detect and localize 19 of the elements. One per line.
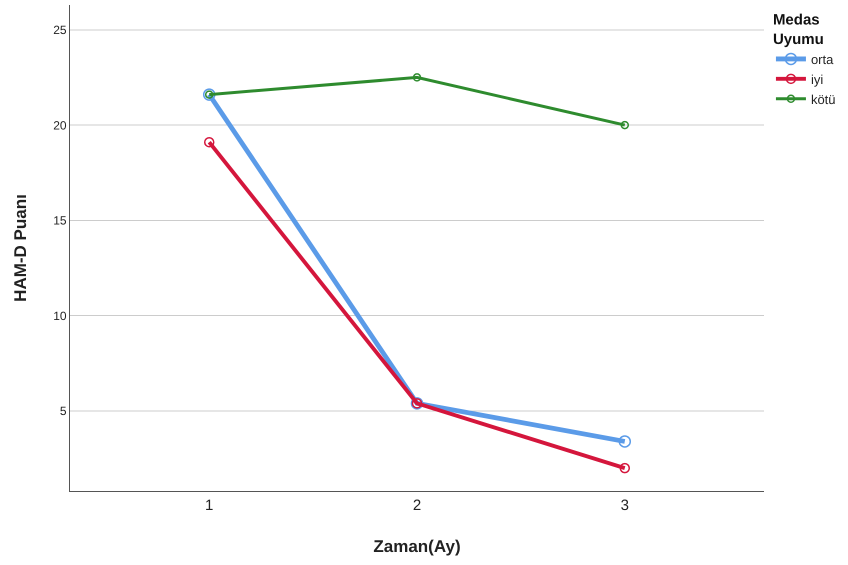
x-tick-label: 1	[205, 497, 214, 514]
y-tick-label: 25	[53, 22, 67, 37]
point	[204, 136, 214, 148]
y-tick-label: 20	[53, 118, 67, 132]
y-tick-label: 15	[53, 214, 67, 228]
y-tick-label: 5	[60, 404, 67, 418]
legend-title: Medas Uyumu	[772, 12, 824, 48]
x-tick-label: 2	[412, 497, 422, 514]
y-axis-title: HAM-D Puanı	[11, 194, 30, 302]
point	[412, 73, 422, 82]
point	[620, 120, 630, 130]
point	[618, 435, 632, 448]
legend-label: kötü	[810, 92, 836, 107]
legend-label: iyi	[810, 72, 824, 87]
x-axis-title: Zaman(Ay)	[373, 537, 461, 556]
x-tick-label: 3	[620, 497, 629, 514]
point	[620, 462, 630, 474]
legend-label: orta	[810, 52, 834, 68]
y-tick-label: 10	[53, 308, 67, 323]
